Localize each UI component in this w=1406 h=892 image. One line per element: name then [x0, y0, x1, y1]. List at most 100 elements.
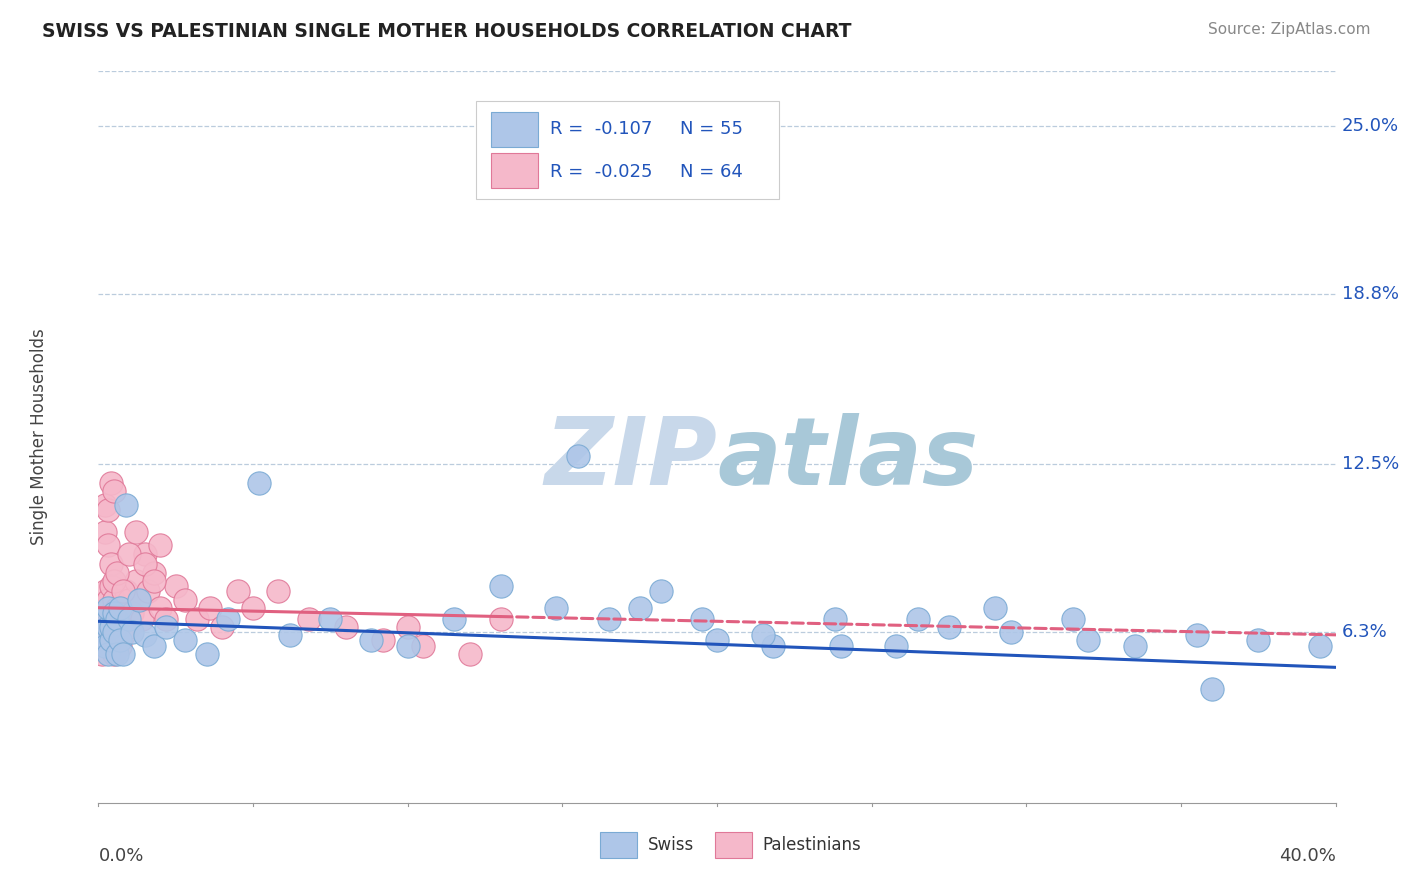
Point	[1077, 633, 1099, 648]
Point	[108, 639, 131, 653]
Point	[93, 584, 115, 599]
Text: N = 55: N = 55	[681, 120, 742, 138]
Text: 0.0%: 0.0%	[98, 847, 143, 864]
Point	[412, 639, 434, 653]
Point	[108, 620, 131, 634]
Point	[143, 566, 166, 580]
Point	[103, 625, 125, 640]
Point	[567, 449, 589, 463]
Bar	[491, 112, 537, 146]
Point	[149, 600, 172, 615]
Point	[267, 584, 290, 599]
Text: 12.5%: 12.5%	[1341, 455, 1399, 473]
Point	[105, 647, 128, 661]
Text: atlas: atlas	[717, 413, 979, 505]
Point	[242, 600, 264, 615]
Point	[100, 625, 122, 640]
FancyBboxPatch shape	[475, 101, 779, 200]
Point	[105, 633, 128, 648]
Point	[628, 600, 651, 615]
Point	[298, 611, 321, 625]
Text: 25.0%: 25.0%	[1341, 117, 1399, 135]
Point	[186, 611, 208, 625]
Point	[143, 639, 166, 653]
Point	[1247, 633, 1270, 648]
Point	[100, 476, 122, 491]
Point	[93, 524, 115, 539]
Point	[211, 620, 233, 634]
Point	[598, 611, 620, 625]
Point	[1062, 611, 1084, 625]
Point	[824, 611, 846, 625]
Point	[108, 611, 131, 625]
Point	[97, 639, 120, 653]
Text: Swiss: Swiss	[648, 836, 695, 855]
Point	[136, 584, 159, 599]
Point	[886, 639, 908, 653]
Point	[124, 574, 146, 588]
Point	[103, 611, 125, 625]
Point	[93, 611, 115, 625]
Point	[217, 611, 239, 625]
Point	[546, 600, 568, 615]
Point	[93, 498, 115, 512]
Point	[93, 639, 115, 653]
Text: Single Mother Households: Single Mother Households	[30, 329, 48, 545]
Point	[128, 592, 150, 607]
Point	[319, 611, 342, 625]
Text: ZIP: ZIP	[544, 413, 717, 505]
Point	[112, 647, 135, 661]
Point	[112, 584, 135, 599]
Text: Palestinians: Palestinians	[763, 836, 862, 855]
Point	[650, 584, 672, 599]
Point	[90, 647, 112, 661]
Point	[100, 606, 122, 620]
Point	[103, 484, 125, 499]
Point	[489, 579, 512, 593]
Point	[97, 503, 120, 517]
Point	[103, 574, 125, 588]
Text: SWISS VS PALESTINIAN SINGLE MOTHER HOUSEHOLDS CORRELATION CHART: SWISS VS PALESTINIAN SINGLE MOTHER HOUSE…	[42, 22, 852, 41]
Point	[226, 584, 249, 599]
Point	[489, 611, 512, 625]
Text: N = 64: N = 64	[681, 162, 742, 180]
Point	[100, 579, 122, 593]
Point	[93, 600, 115, 615]
Point	[100, 620, 122, 634]
Point	[90, 628, 112, 642]
Point	[97, 592, 120, 607]
Point	[149, 538, 172, 552]
Point	[97, 538, 120, 552]
Text: Source: ZipAtlas.com: Source: ZipAtlas.com	[1208, 22, 1371, 37]
Point	[458, 647, 481, 661]
Point	[105, 600, 128, 615]
Point	[103, 592, 125, 607]
Point	[103, 647, 125, 661]
Text: R =  -0.025: R = -0.025	[550, 162, 652, 180]
Point	[134, 558, 156, 572]
Point	[165, 579, 187, 593]
Point	[100, 558, 122, 572]
Point	[121, 606, 143, 620]
Point	[124, 524, 146, 539]
Point	[335, 620, 357, 634]
Point	[907, 611, 929, 625]
Point	[396, 620, 419, 634]
Point	[247, 476, 270, 491]
Point	[131, 611, 153, 625]
Point	[155, 620, 177, 634]
Text: R =  -0.107: R = -0.107	[550, 120, 652, 138]
Point	[105, 611, 128, 625]
Point	[118, 547, 141, 561]
Point	[93, 633, 115, 648]
Point	[690, 611, 713, 625]
Point	[97, 647, 120, 661]
Point	[1309, 639, 1331, 653]
Bar	[714, 832, 752, 858]
Point	[118, 611, 141, 625]
Text: 40.0%: 40.0%	[1279, 847, 1336, 864]
Point	[174, 592, 197, 607]
Point	[115, 584, 138, 599]
Point	[90, 611, 112, 625]
Point	[443, 611, 465, 625]
